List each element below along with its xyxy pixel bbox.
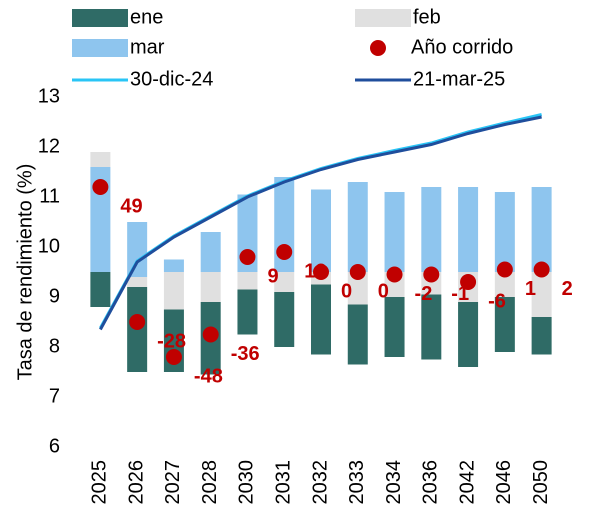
point (460, 274, 477, 290)
point (313, 264, 329, 280)
data-label: 1 (525, 278, 536, 300)
point (276, 244, 293, 260)
legend-label: mar (130, 36, 165, 58)
y-tick-label: 12 (38, 135, 60, 157)
x-tick-label: 2028 (199, 460, 221, 505)
bar-segment (531, 317, 552, 355)
bar-segment (237, 272, 258, 290)
bar-segment (531, 272, 552, 317)
bar-segment (421, 294, 442, 360)
data-label: -28 (157, 330, 186, 352)
x-tick-label: 2033 (346, 460, 368, 505)
bar-segment (347, 182, 368, 272)
y-tick-label: 10 (38, 235, 60, 257)
bar-segment (494, 192, 515, 272)
x-tick-label: 2030 (236, 460, 258, 505)
x-tick-label: 2036 (420, 460, 442, 505)
y-tick-label: 9 (49, 285, 60, 307)
x-tick-label: 2026 (125, 460, 147, 505)
x-tick-label: 2031 (273, 460, 295, 505)
bar-segment (200, 232, 221, 272)
bar-segment (90, 167, 111, 272)
y-tick-label: 11 (39, 185, 60, 207)
bar-segment (531, 187, 552, 272)
legend-label: Año corrido (411, 36, 513, 58)
data-label: 9 (267, 265, 278, 287)
point (239, 249, 256, 265)
point (129, 314, 146, 330)
data-label: -2 (415, 283, 433, 305)
bar-segment (311, 189, 331, 272)
bar-segment (384, 297, 405, 357)
data-label: -48 (194, 365, 223, 387)
x-tick-label: 2034 (383, 460, 405, 505)
legend-swatch (355, 9, 411, 27)
bar-segment (494, 297, 515, 352)
x-tick-label: 2027 (162, 460, 184, 505)
point (533, 261, 550, 278)
point (92, 179, 109, 195)
bar-segment (494, 272, 515, 297)
bar-segment (421, 187, 442, 272)
legend-label: feb (413, 6, 441, 28)
data-label: 0 (341, 280, 352, 302)
point (165, 349, 182, 365)
bar-segment (274, 292, 295, 347)
legend-swatch (72, 9, 128, 27)
data-label: -36 (231, 343, 260, 365)
x-tick-label: 2046 (493, 460, 515, 505)
bar-segment (90, 272, 111, 307)
bar-segment (384, 192, 405, 272)
y-tick-label: 6 (49, 435, 60, 457)
curve-line (99, 115, 542, 331)
x-tick-label: 2050 (530, 460, 552, 505)
bar-segment (127, 277, 148, 287)
y-axis-title: Tasa de rendimiento (%) (14, 164, 36, 381)
point (349, 264, 366, 280)
y-tick-label: 8 (49, 335, 60, 357)
legend-label: ene (130, 6, 163, 28)
point (496, 261, 513, 278)
bar-segment (163, 272, 184, 310)
y-tick-label: 13 (38, 85, 60, 107)
bar-segment (274, 272, 295, 292)
legend-swatch (72, 39, 128, 57)
x-tick-label: 2032 (309, 460, 331, 505)
legend-label: 21-mar-25 (413, 68, 505, 90)
data-label: -6 (488, 290, 506, 312)
point (202, 326, 219, 343)
point (386, 266, 403, 283)
data-label: 49 (120, 195, 142, 217)
x-tick-label: 2042 (456, 460, 478, 505)
bar-segment (311, 284, 331, 355)
bar-segment (347, 272, 368, 305)
point (423, 266, 440, 283)
legend-label: 30-dic-24 (130, 68, 213, 90)
bar-segment (458, 187, 479, 272)
bar-segment (127, 222, 148, 277)
bar-segment (200, 272, 221, 302)
y-tick-label: 7 (49, 385, 60, 407)
bar-segment (90, 152, 111, 167)
data-label: 2 (562, 278, 573, 300)
bar-segment (458, 302, 479, 367)
data-label: 0 (378, 280, 389, 302)
bar-segment (347, 304, 368, 365)
legend-swatch (370, 40, 386, 56)
bar-segment (163, 259, 184, 272)
bar-segment (237, 289, 258, 335)
x-tick-label: 2025 (89, 460, 111, 505)
